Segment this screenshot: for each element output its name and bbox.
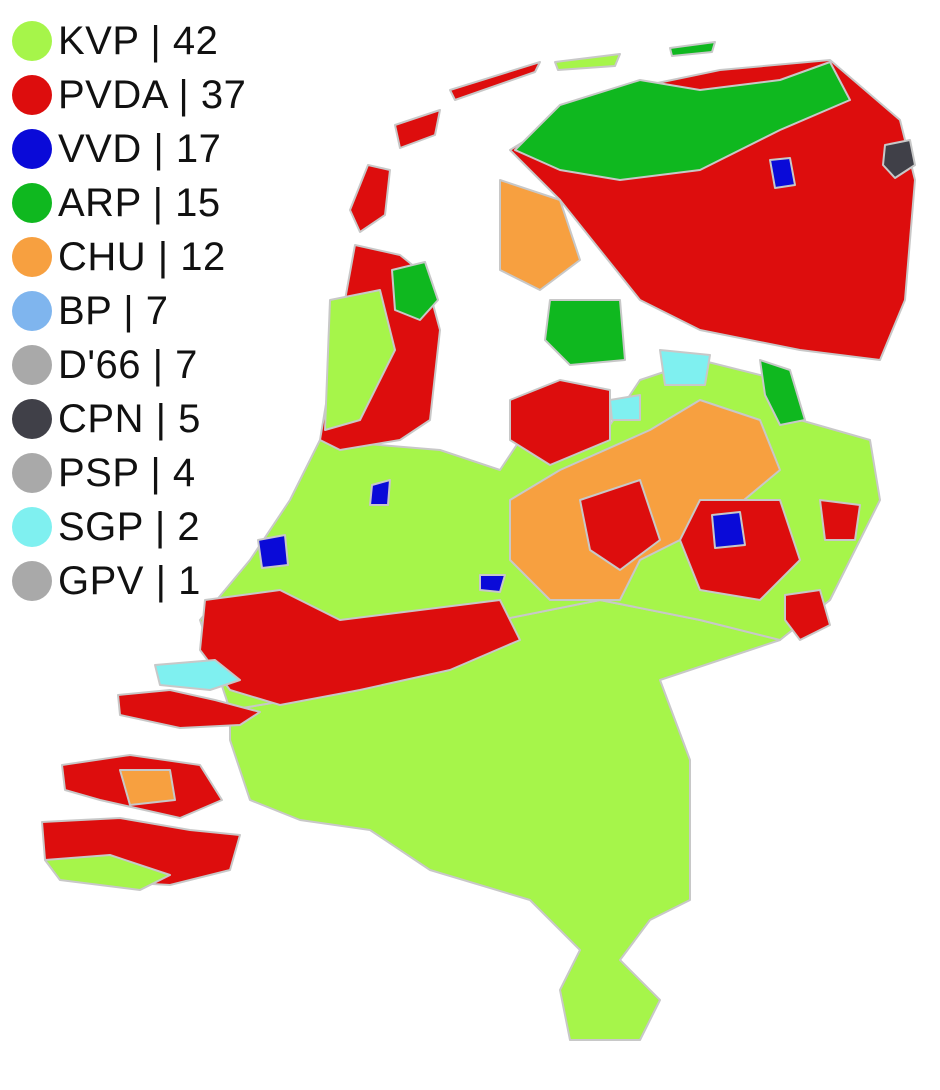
legend-swatch (12, 453, 52, 493)
legend-item: VVD | 17 (12, 122, 246, 176)
legend-swatch (12, 507, 52, 547)
legend-item: PSP | 4 (12, 446, 246, 500)
legend-label: GPV | 1 (58, 558, 201, 603)
legend-label: PVDA | 37 (58, 72, 247, 117)
legend-swatch (12, 183, 52, 223)
legend-label: SGP | 2 (58, 504, 201, 549)
region (544, 299, 626, 366)
region (117, 689, 261, 729)
legend-swatch (12, 129, 52, 169)
legend-item: PVDA | 37 (12, 68, 246, 122)
region (759, 359, 806, 426)
legend-item: ARP | 15 (12, 176, 246, 230)
region (609, 394, 641, 421)
region (369, 479, 391, 506)
region (257, 534, 289, 569)
legend-swatch (12, 399, 52, 439)
region (324, 289, 396, 431)
region (579, 479, 661, 571)
legend-label: VVD | 17 (58, 126, 222, 171)
legend-swatch (12, 21, 52, 61)
region (499, 179, 581, 291)
region (154, 659, 241, 691)
region (394, 109, 441, 149)
region (669, 41, 716, 57)
legend: KVP | 42 PVDA | 37 VVD | 17 ARP | 15 CHU | 1… (12, 14, 246, 608)
legend-label: BP | 7 (58, 288, 169, 333)
legend-item: GPV | 1 (12, 554, 246, 608)
region (119, 769, 176, 806)
legend-swatch (12, 75, 52, 115)
legend-item: D'66 | 7 (12, 338, 246, 392)
region (711, 511, 746, 549)
legend-label: CPN | 5 (58, 396, 201, 441)
region (882, 139, 916, 179)
legend-item: BP | 7 (12, 284, 246, 338)
legend-label: PSP | 4 (58, 450, 196, 495)
region (769, 157, 796, 189)
legend-label: D'66 | 7 (58, 342, 198, 387)
legend-label: CHU | 12 (58, 234, 226, 279)
region (514, 61, 851, 181)
region (784, 589, 831, 641)
region (659, 349, 711, 386)
region (819, 499, 861, 541)
region (679, 499, 801, 601)
region (349, 164, 391, 233)
legend-label: ARP | 15 (58, 180, 221, 225)
region (509, 379, 611, 466)
legend-swatch (12, 561, 52, 601)
region (479, 574, 506, 593)
legend-item: SGP | 2 (12, 500, 246, 554)
region (44, 854, 171, 891)
legend-item: CPN | 5 (12, 392, 246, 446)
legend-item: CHU | 12 (12, 230, 246, 284)
region (554, 53, 621, 71)
region (391, 261, 439, 321)
region (449, 61, 541, 101)
legend-swatch (12, 237, 52, 277)
legend-label: KVP | 42 (58, 18, 219, 63)
legend-item: KVP | 42 (12, 14, 246, 68)
legend-swatch (12, 291, 52, 331)
legend-swatch (12, 345, 52, 385)
